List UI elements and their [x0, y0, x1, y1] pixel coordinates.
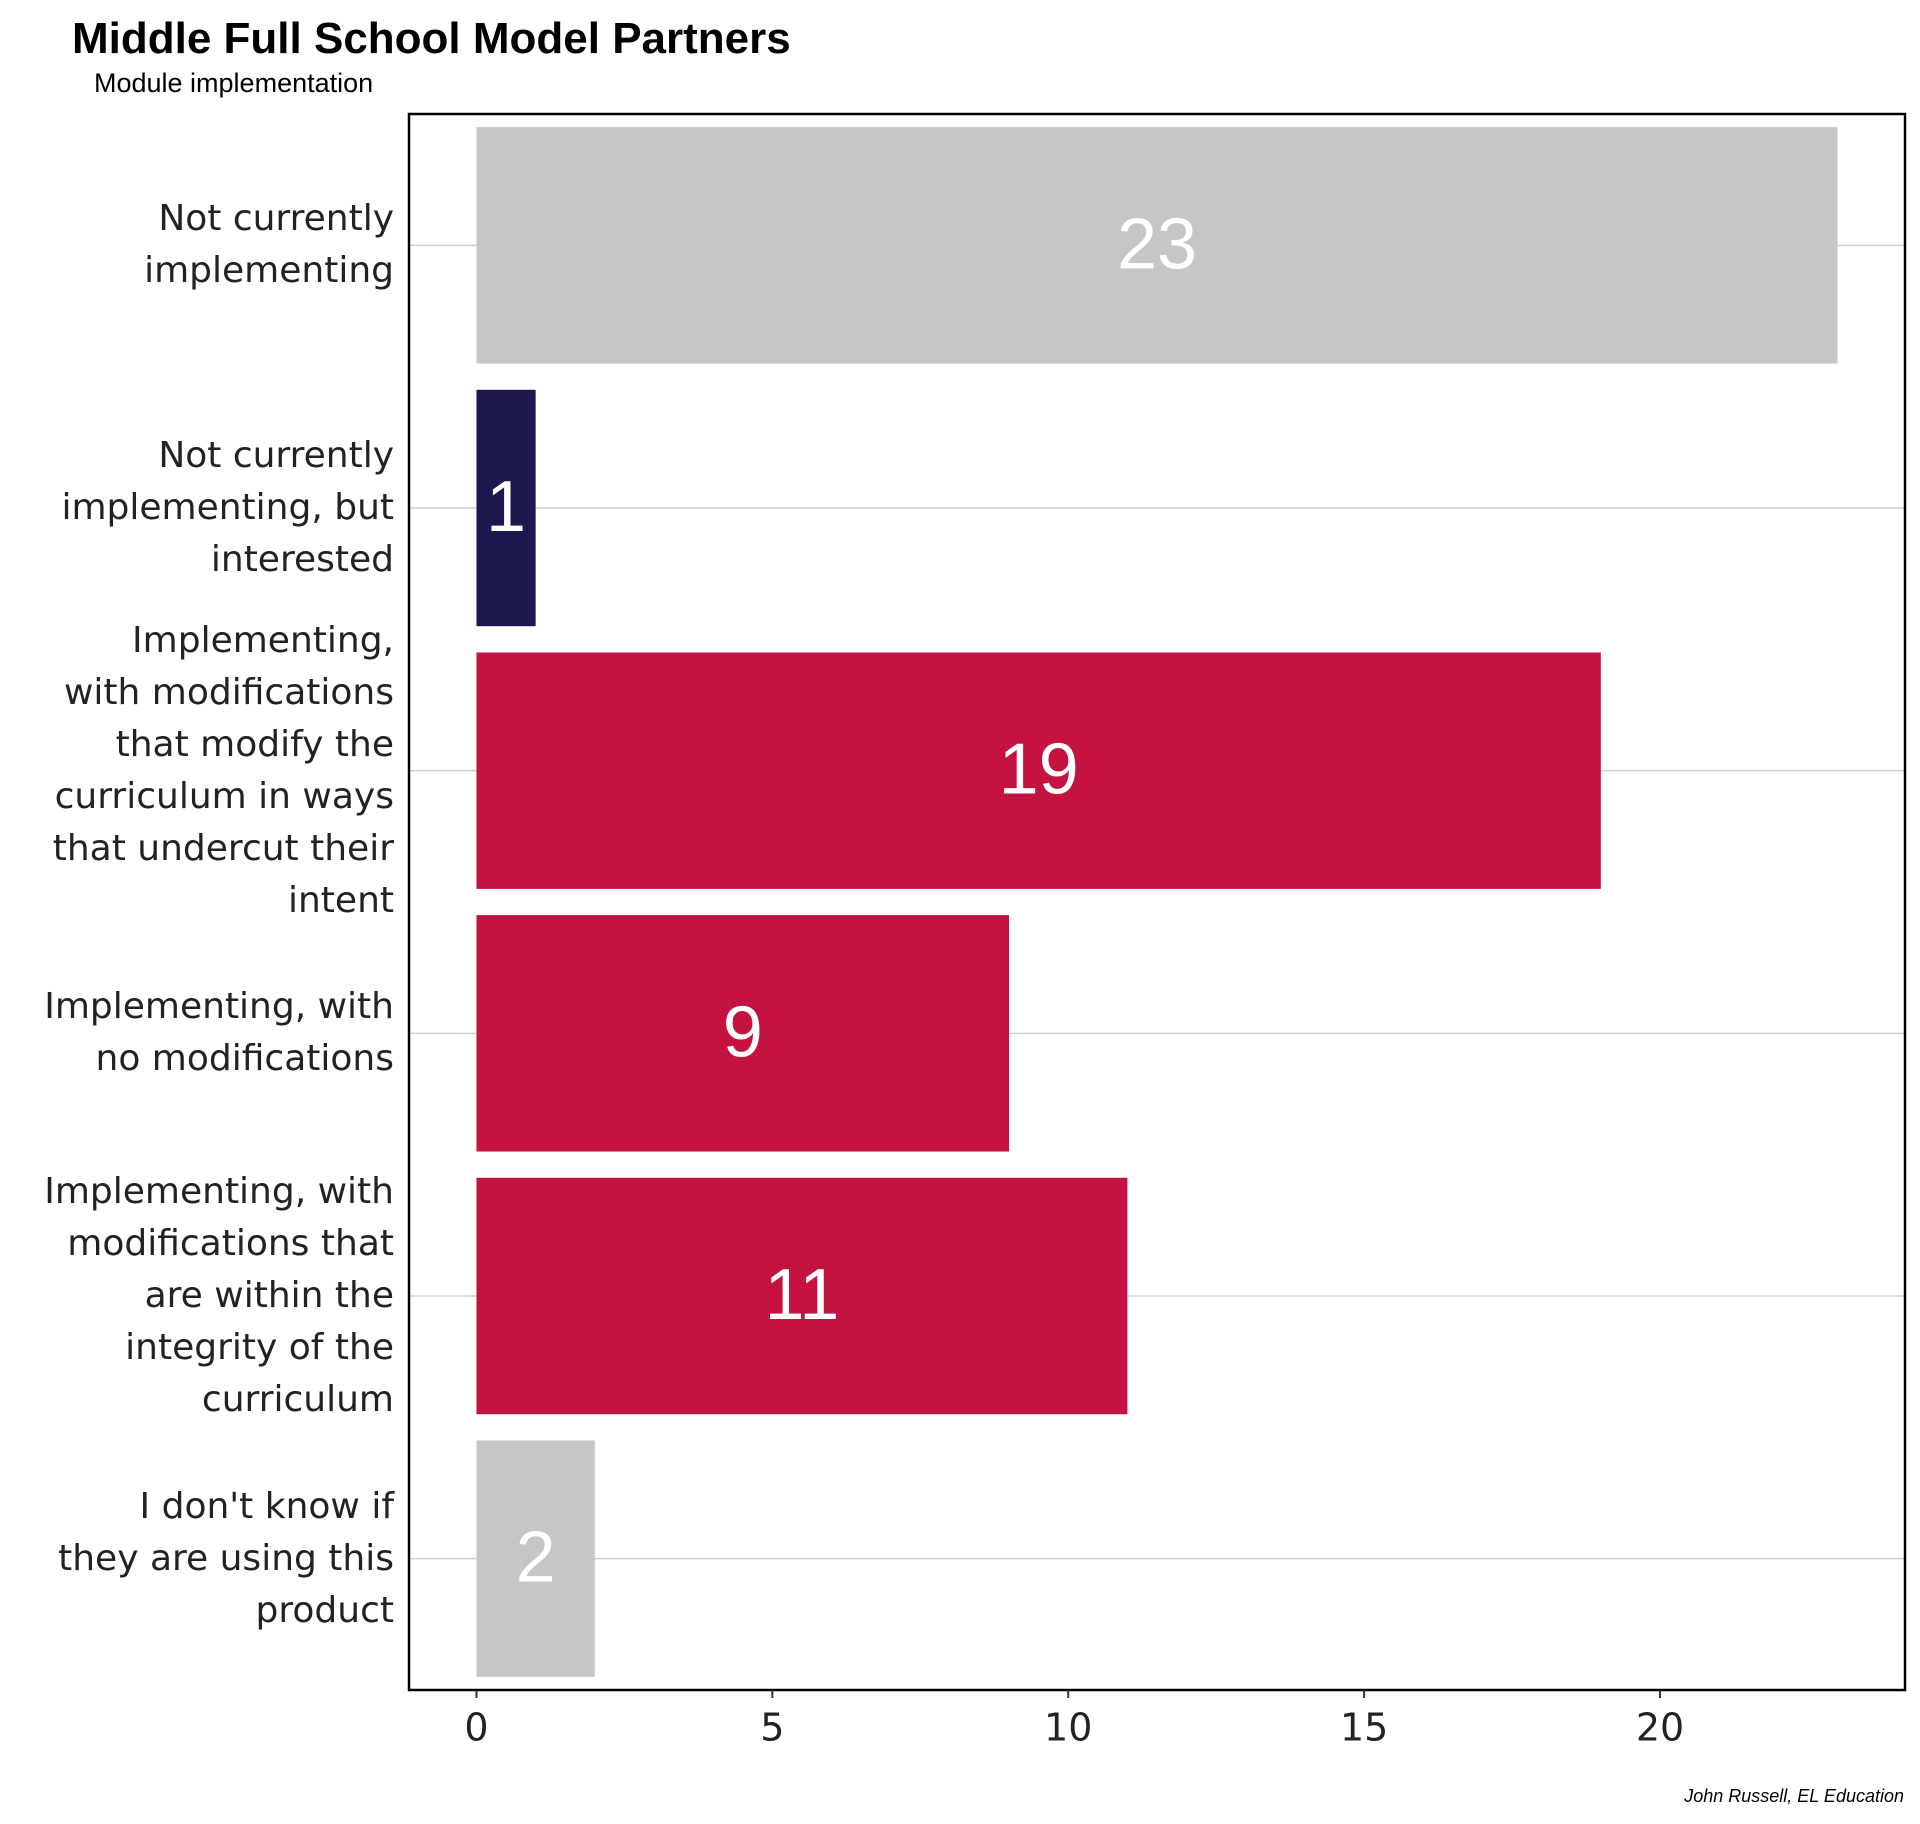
y-tick-label: Implementing, with no modifications	[44, 986, 394, 1080]
panel-border	[407, 112, 1907, 1692]
x-tick-label: 10	[1044, 1706, 1092, 1750]
chart-subtitle: Module implementation	[94, 68, 374, 98]
y-tick-label: Implementing, with modifications that mo…	[52, 619, 394, 921]
value-label: 1	[486, 467, 526, 547]
value-label: 11	[765, 1255, 840, 1335]
x-tick-label: 20	[1636, 1706, 1684, 1750]
y-tick-label: Not currently implementing	[144, 198, 394, 292]
bar	[476, 915, 1010, 1152]
bar	[476, 127, 1838, 364]
bar	[476, 652, 1601, 889]
chart-title: Middle Full School Model Partners	[72, 14, 791, 63]
x-tick-label: 15	[1340, 1706, 1388, 1750]
bar	[476, 1440, 595, 1677]
value-label: 19	[999, 730, 1079, 810]
y-tick-label: Implementing, with modifications that ar…	[44, 1171, 394, 1420]
value-label: 23	[1117, 204, 1197, 284]
y-tick-label: I don't know if they are using this prod…	[58, 1485, 394, 1631]
bar	[476, 389, 536, 627]
value-label: 2	[516, 1518, 556, 1598]
y-tick-label: Not currently implementing, but interest…	[61, 435, 394, 580]
caption: John Russell, EL Education	[1684, 1786, 1904, 1806]
value-label: 9	[723, 992, 763, 1072]
x-tick-label: 5	[760, 1706, 784, 1750]
bar	[476, 1177, 1128, 1415]
x-tick-label: 0	[464, 1706, 488, 1750]
